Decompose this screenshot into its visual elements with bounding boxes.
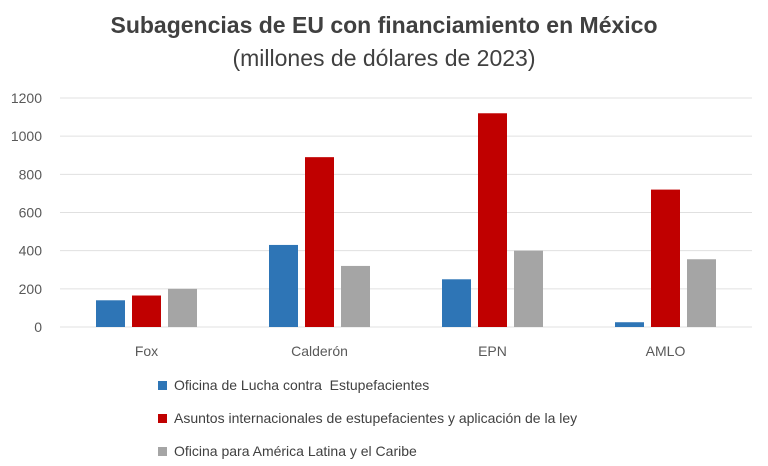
bar	[305, 157, 334, 327]
bar	[615, 322, 644, 327]
x-tick-label: Fox	[135, 343, 158, 359]
legend-item-1: Asuntos internacionales de estupefacient…	[158, 410, 577, 426]
legend-swatch	[158, 446, 167, 456]
legend-item-0: Oficina de Lucha contra Estupefacientes	[158, 377, 429, 393]
legend-label: Oficina de Lucha contra Estupefacientes	[174, 377, 430, 393]
bar	[478, 113, 507, 328]
bar	[269, 244, 298, 327]
bar	[132, 295, 161, 327]
bar	[168, 288, 197, 327]
y-tick-label: 0	[34, 319, 42, 335]
bar	[514, 250, 543, 327]
y-tick-label: 1200	[11, 90, 42, 106]
y-tick-label: 600	[19, 205, 43, 221]
bar	[442, 279, 471, 327]
y-tick-label: 200	[19, 281, 43, 297]
bar	[341, 265, 370, 327]
legend-label: Oficina para América Latina y el Caribe	[174, 443, 417, 459]
legend-swatch	[158, 380, 167, 390]
x-tick-label: AMLO	[646, 343, 686, 359]
chart-title: Subagencias de EU con financiamiento en …	[110, 12, 658, 38]
chart-subtitle: (millones de dólares de 2023)	[232, 45, 536, 71]
legend-item-2: Oficina para América Latina y el Caribe	[158, 443, 417, 459]
bar	[96, 300, 125, 327]
y-tick-label: 400	[19, 243, 43, 259]
x-tick-label: EPN	[478, 343, 507, 359]
legend-swatch	[158, 413, 167, 423]
x-tick-label: Calderón	[291, 343, 348, 359]
y-tick-label: 1000	[11, 128, 42, 144]
bar	[687, 259, 716, 327]
bar	[651, 189, 680, 327]
y-tick-label: 800	[19, 166, 43, 182]
legend-label: Asuntos internacionales de estupefacient…	[174, 410, 578, 426]
